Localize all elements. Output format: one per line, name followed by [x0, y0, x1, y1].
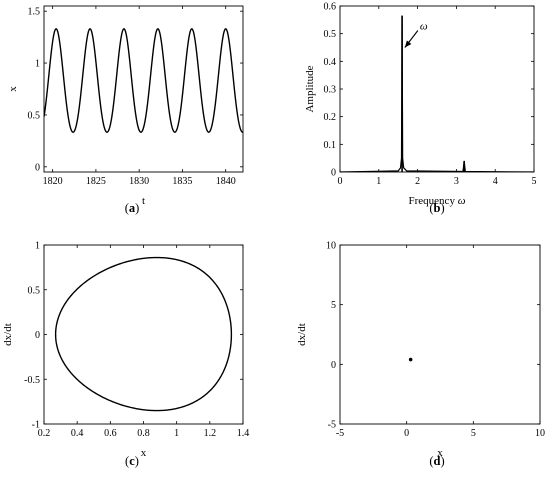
y-tick-label: 1 — [35, 241, 40, 252]
x-axis-label-text: t — [142, 195, 145, 207]
x-tick-label: 5 — [471, 428, 476, 439]
y-tick-label: 0.5 — [28, 285, 41, 296]
x-axis-label-text: x — [141, 447, 147, 459]
y-tick-label: 10 — [326, 241, 336, 252]
caption-letter: a — [129, 201, 136, 215]
y-axis-label: x — [7, 86, 19, 92]
panel-c: 0.2 0.4 0.6 0.8 1 1.2 1.4 -1 -0.5 0 0.5 1 x dx/dt (c) — [2, 241, 249, 469]
y-tick-label: 0 — [331, 360, 336, 371]
plot-area — [340, 15, 534, 172]
x-axis-label-text: x — [437, 447, 443, 459]
caption-open: ( — [429, 201, 433, 215]
y-tick-label: 1 — [35, 59, 40, 70]
x-tick-label: 2 — [415, 176, 420, 187]
x-tick-label: 0.6 — [104, 428, 117, 439]
x-tick-label: 1825 — [86, 176, 106, 187]
panel-caption: (d) — [429, 454, 444, 468]
y-axis-label: dx/dt — [2, 323, 14, 346]
y-axis-label: Amplitude — [304, 65, 316, 112]
x-tick-label: 3 — [454, 176, 459, 187]
x-tick-label: 1 — [376, 176, 381, 187]
x-tick-label: 1.2 — [204, 428, 217, 439]
y-tick-label: -5 — [328, 420, 336, 431]
y-tick-label: 0 — [35, 162, 40, 173]
caption-open: ( — [125, 454, 129, 468]
y-tick-label: -0.5 — [24, 375, 40, 386]
caption-letter: c — [129, 454, 135, 468]
y-tick-label: 0.4 — [324, 57, 337, 68]
axes-frame — [43, 244, 244, 425]
x-axis-label: x — [141, 447, 147, 459]
y-tick-label: 0 — [331, 168, 336, 179]
y-tick-label: 5 — [331, 300, 336, 311]
x-axis-label: Frequency ω — [409, 195, 466, 207]
y-axis-label: dx/dt — [296, 323, 308, 346]
caption-close: ) — [440, 454, 444, 468]
axes-frame — [339, 244, 541, 425]
x-tick-label: 0 — [338, 176, 343, 187]
x-axis-label-symbol: ω — [458, 195, 466, 207]
panel-b: ω 0 1 2 3 4 5 0 0.1 0.2 0.3 0.4 0.5 0.6 Frequency ω Amp… — [304, 2, 537, 216]
x-tick-label: 0.8 — [137, 428, 150, 439]
x-tick-label: 1 — [174, 428, 179, 439]
x-tick-label: 5 — [532, 176, 537, 187]
x-tick-label: 1840 — [216, 176, 236, 187]
x-axis-label: x — [437, 447, 443, 459]
caption-open: ( — [125, 201, 129, 215]
x-tick-label: -5 — [336, 428, 344, 439]
caption-close: ) — [135, 454, 139, 468]
panel-a: 1820 1825 1830 1835 1840 0 0.5 1 1.5 t x (a) — [7, 5, 244, 215]
x-tick-label: 0 — [404, 428, 409, 439]
caption-open: ( — [429, 454, 433, 468]
y-tick-label: 1.5 — [28, 7, 41, 18]
phase-orbit — [54, 256, 233, 412]
caption-letter: b — [434, 201, 441, 215]
caption-close: ) — [135, 201, 139, 215]
x-tick-label: 0.4 — [71, 428, 84, 439]
x-tick-label: 0.2 — [38, 428, 51, 439]
x-tick-label: 1835 — [172, 176, 192, 187]
x-tick-label: 1.4 — [237, 428, 250, 439]
y-tick-label: 0.1 — [324, 140, 337, 151]
annotation-label: ω — [420, 21, 428, 33]
panel-caption: (c) — [125, 454, 139, 468]
x-tick-label: 10 — [535, 428, 545, 439]
y-tick-label: 0 — [35, 330, 40, 341]
caption-close: ) — [440, 201, 444, 215]
caption-letter: d — [434, 454, 441, 468]
y-tick-label: 0.5 — [28, 110, 41, 121]
axes-frame — [339, 5, 535, 173]
x-tick-label: 1820 — [43, 176, 63, 187]
x-tick-label: 4 — [493, 176, 498, 187]
panel-d: -5 0 5 10 -5 0 5 10 x dx/dt (d) — [296, 241, 545, 469]
annotation-arrowhead — [404, 40, 412, 48]
spectrum-line — [340, 15, 534, 172]
plot-area — [54, 256, 233, 412]
y-tick-label: 0.2 — [324, 112, 337, 123]
x-tick-label: 1830 — [129, 176, 149, 187]
y-tick-label: 0.3 — [324, 85, 337, 96]
time-series-line — [44, 28, 243, 133]
axes-frame — [43, 5, 244, 173]
plot-area — [44, 28, 243, 133]
panel-caption: (b) — [429, 201, 444, 215]
plot-area — [408, 357, 413, 362]
y-tick-label: -1 — [32, 420, 40, 431]
x-axis-label: t — [142, 195, 145, 207]
panel-caption: (a) — [125, 201, 140, 215]
fixed-point-1 — [408, 357, 413, 362]
y-tick-label: 0.5 — [324, 29, 337, 40]
x-axis-label-text: Frequency — [409, 195, 458, 207]
y-tick-label: 0.6 — [324, 2, 337, 13]
